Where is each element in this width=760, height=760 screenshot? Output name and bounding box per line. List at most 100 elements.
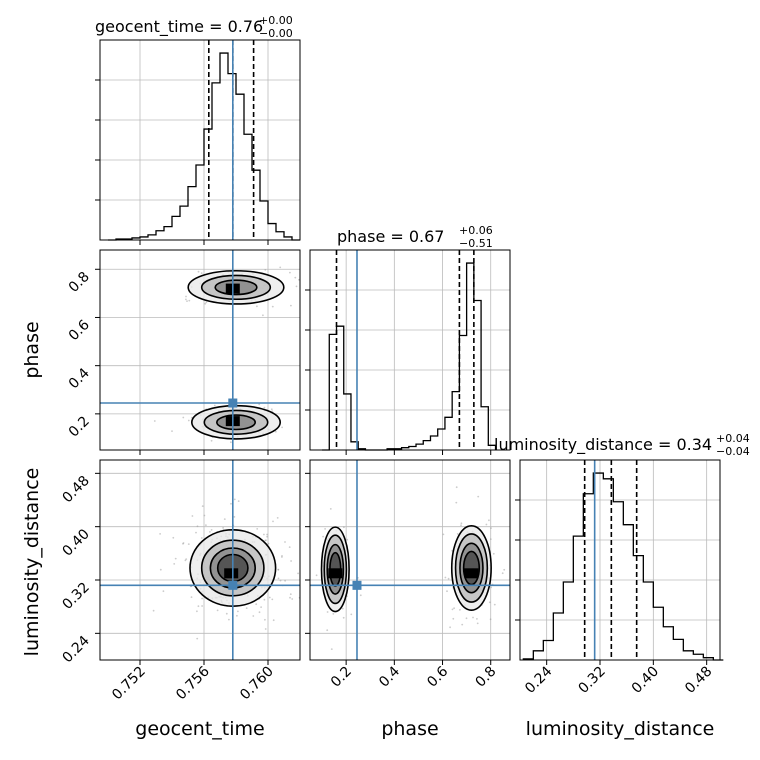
sample-point xyxy=(196,610,198,613)
sample-point xyxy=(291,598,294,600)
sample-point xyxy=(205,301,208,304)
histogram-luminosity-distance-frame xyxy=(519,459,721,661)
y-tick-label: 0.4 xyxy=(66,365,93,392)
sample-point xyxy=(263,598,266,601)
sample-point xyxy=(359,594,362,597)
sample-point xyxy=(256,528,259,530)
sample-point xyxy=(210,439,213,442)
sample-point xyxy=(159,533,162,535)
density-peak xyxy=(224,568,239,579)
sample-point xyxy=(266,533,268,536)
x-tick-label: 0.40 xyxy=(629,664,662,697)
sample-point xyxy=(279,579,282,582)
sample-point xyxy=(200,537,203,539)
sample-point xyxy=(489,618,492,621)
sample-point xyxy=(284,541,286,543)
sample-point xyxy=(301,432,303,434)
sample-point xyxy=(289,596,291,599)
sample-point xyxy=(263,406,266,409)
sample-point xyxy=(303,575,305,577)
sample-point xyxy=(272,619,275,622)
sample-point xyxy=(210,529,213,531)
sample-point xyxy=(476,622,479,625)
density-peak xyxy=(464,568,479,579)
y-tick-label: 0.8 xyxy=(66,269,93,296)
histogram-step-phase xyxy=(322,262,497,451)
sample-point xyxy=(492,552,495,555)
density-geocent-time-vs-phase-frame xyxy=(99,249,301,451)
sample-point xyxy=(200,272,203,274)
panel-geocent-time-vs-phase: 0.2 0.4 0.6 0.8 xyxy=(66,249,303,455)
sample-point xyxy=(488,519,490,522)
density-geocent-time-vs-luminosity-distance-frame xyxy=(99,459,301,661)
sample-point xyxy=(271,598,274,601)
y-axis-label-phase: phase xyxy=(21,321,43,378)
sample-point xyxy=(295,285,298,288)
sample-point xyxy=(460,524,462,527)
x-tick-label: 0.32 xyxy=(575,664,608,697)
sample-point xyxy=(196,525,199,528)
sample-point xyxy=(233,498,236,501)
sample-point xyxy=(263,533,265,536)
sample-point xyxy=(455,501,458,504)
x-tick-label: 0.24 xyxy=(522,663,555,696)
sample-point xyxy=(311,537,313,539)
title-phase-minus: −0.51 xyxy=(459,237,493,250)
title-geocent-time: geocent_time = 0.76 xyxy=(95,17,263,37)
sample-point xyxy=(302,564,304,566)
sample-point xyxy=(182,416,185,419)
sample-point xyxy=(277,568,280,571)
x-tick-label: 0.6 xyxy=(424,663,451,690)
contour-level xyxy=(187,269,285,305)
y-tick-label: 0.2 xyxy=(66,413,93,440)
contour-level xyxy=(214,279,258,296)
histogram-geocent-time-frame xyxy=(99,39,301,241)
title-phase-plus: +0.06 xyxy=(459,224,493,237)
sample-point xyxy=(284,579,286,582)
x-tick-label: 0.752 xyxy=(109,664,149,704)
sample-point xyxy=(290,304,292,307)
sample-point xyxy=(213,404,216,407)
sample-point xyxy=(456,533,459,535)
sample-point xyxy=(460,522,463,525)
sample-point xyxy=(294,276,297,279)
sample-point xyxy=(197,605,200,608)
sample-point xyxy=(245,607,248,609)
sample-point xyxy=(173,563,176,565)
sample-point xyxy=(465,617,468,620)
sample-point xyxy=(184,559,187,562)
sample-point xyxy=(159,568,162,571)
title-geocent-time-plus: +0.00 xyxy=(259,14,293,27)
sample-point xyxy=(350,613,353,616)
panel-geocent-time-histogram xyxy=(95,39,301,245)
sample-point xyxy=(252,615,255,617)
sample-point xyxy=(187,419,190,422)
contour-level xyxy=(203,409,269,435)
sample-point xyxy=(216,609,219,612)
title-luminosity-distance-minus: −0.04 xyxy=(716,445,750,458)
panel-phase-vs-luminosity-distance: 0.2 0.4 0.6 0.8 xyxy=(305,459,511,691)
sample-point xyxy=(187,543,190,545)
y-tick-label: 0.40 xyxy=(59,526,92,559)
y-tick-label: 0.48 xyxy=(59,473,92,506)
sample-point xyxy=(324,528,326,530)
sample-point xyxy=(225,612,228,615)
sample-point xyxy=(343,526,345,529)
sample-point xyxy=(258,403,261,406)
sample-point xyxy=(262,314,264,317)
x-tick-label: 0.756 xyxy=(173,663,213,703)
y-tick-label: 0.32 xyxy=(59,580,92,613)
truth-marker xyxy=(228,398,238,408)
sample-point xyxy=(222,527,225,529)
density-phase-vs-luminosity-distance-frame xyxy=(309,459,511,661)
sample-point xyxy=(267,542,270,545)
title-luminosity-distance: luminosity_distance = 0.34 xyxy=(494,435,712,455)
sample-point xyxy=(260,606,262,608)
sample-point xyxy=(203,514,206,517)
sample-point xyxy=(237,500,240,502)
sample-point xyxy=(326,611,329,613)
sample-point xyxy=(490,527,492,529)
sample-point xyxy=(488,601,491,604)
contour-level xyxy=(326,543,345,595)
title-luminosity-distance-plus: +0.04 xyxy=(716,432,750,445)
